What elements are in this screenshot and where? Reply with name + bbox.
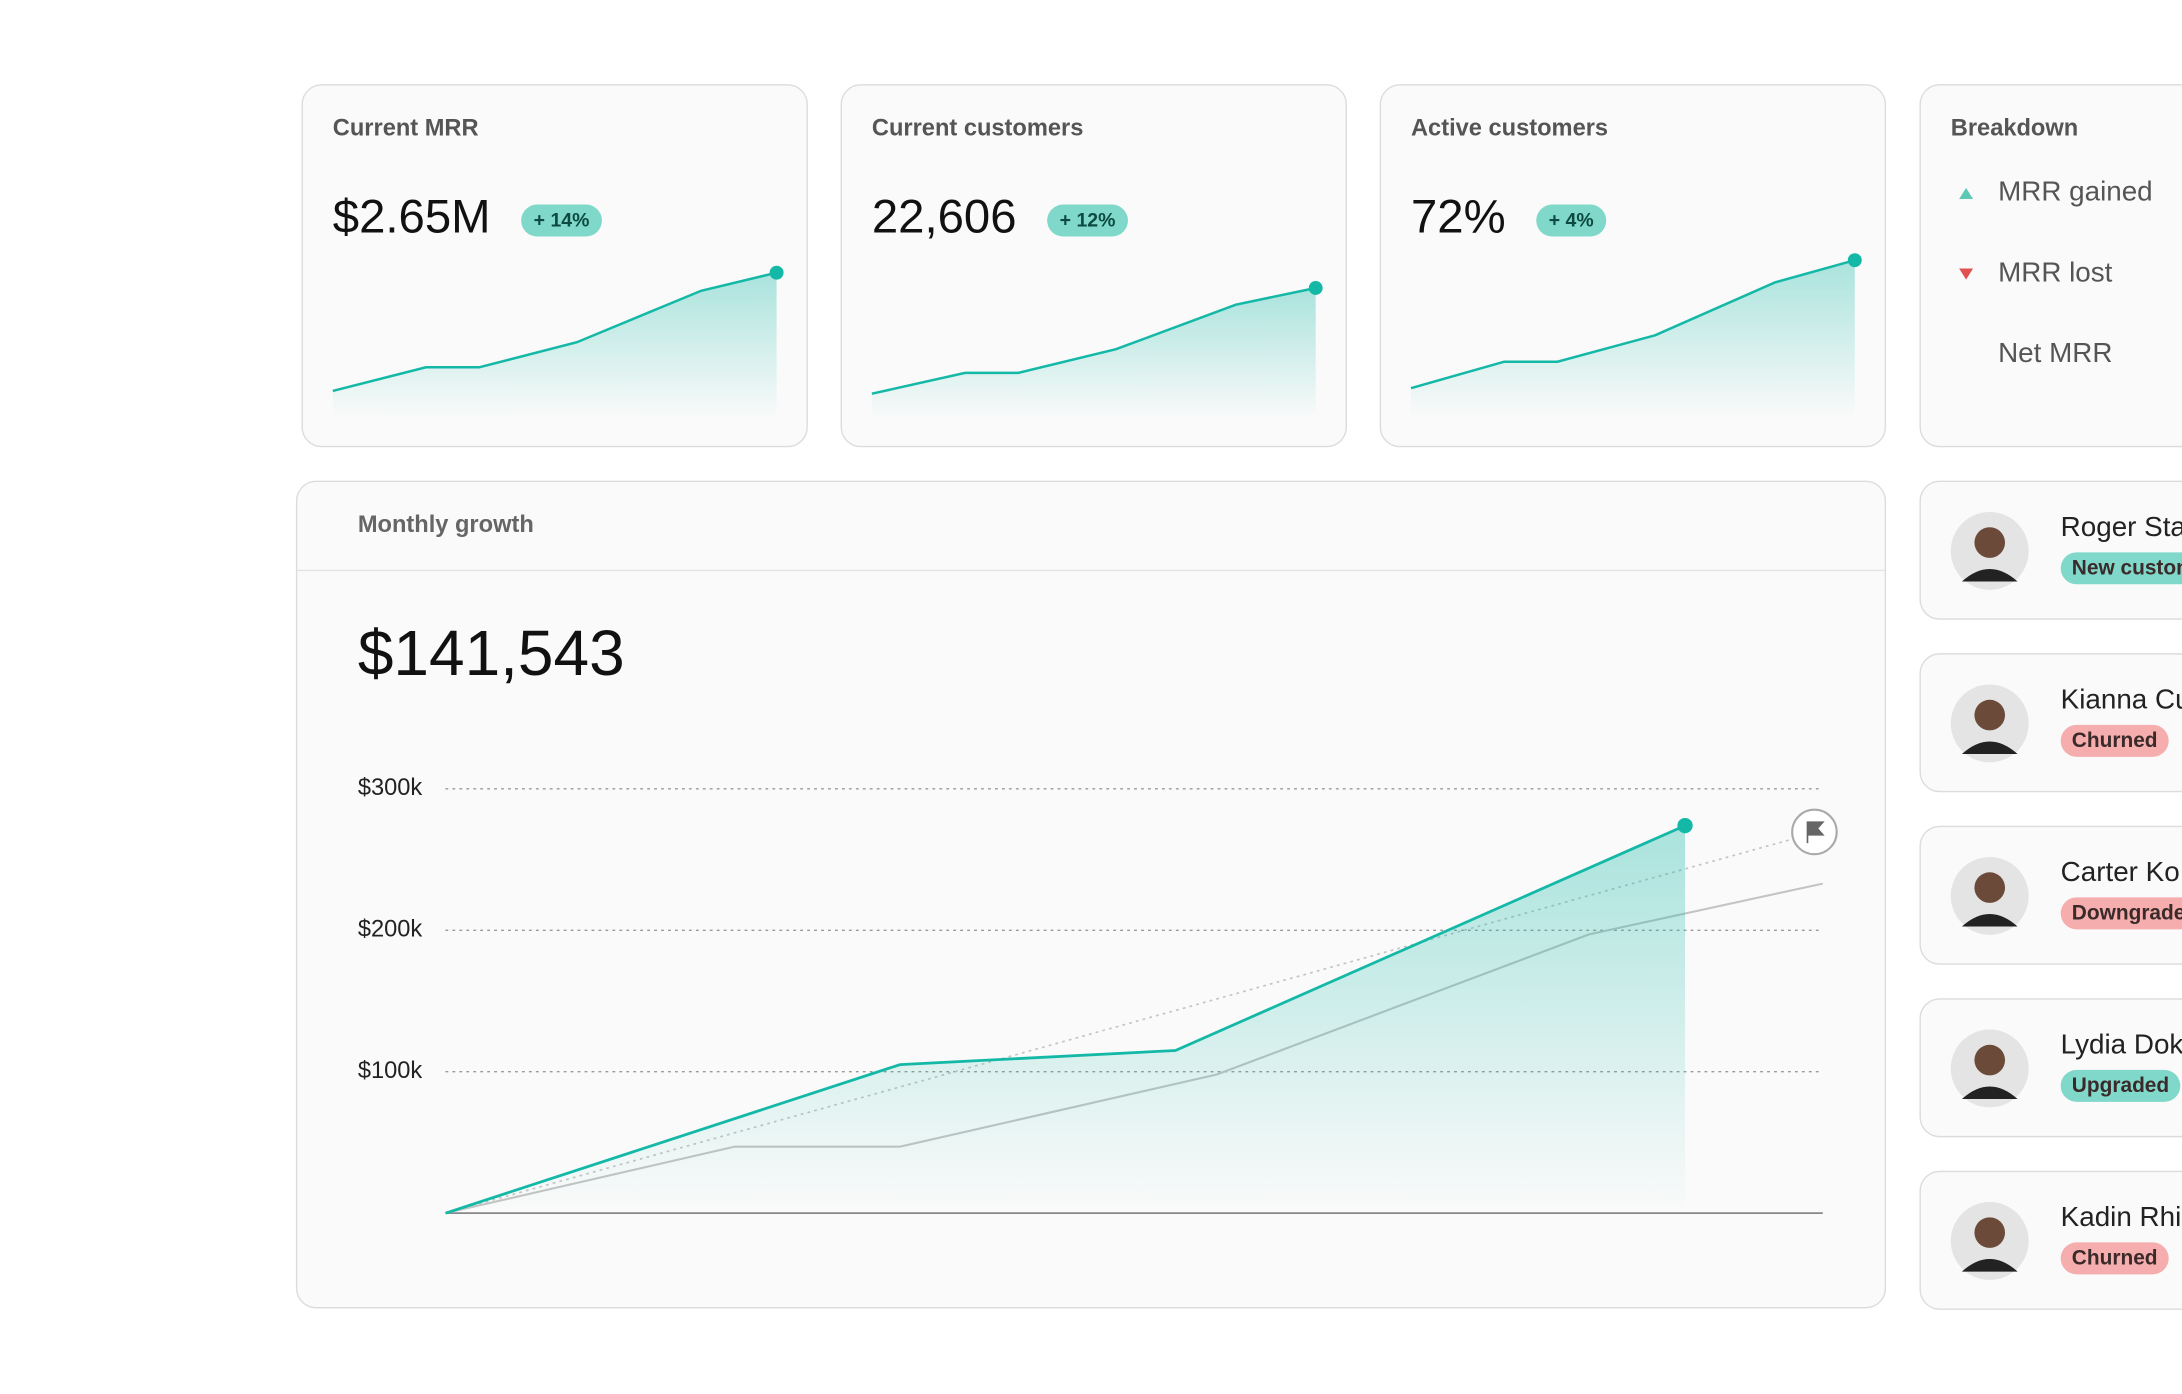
avatar-head xyxy=(1974,527,2006,558)
kpi-value: $2.65M xyxy=(333,190,491,243)
avatar-head xyxy=(1974,699,2006,731)
customer-name: Kianna Cu xyxy=(2061,684,2182,715)
kpi-title: Active customers xyxy=(1411,116,1608,142)
kpi-change: + 12% xyxy=(1060,209,1116,231)
avatar-body xyxy=(1961,1086,2018,1100)
breakdown-title: Breakdown xyxy=(1951,116,2078,142)
sparkline xyxy=(1410,258,1856,390)
breakdown-item[interactable]: MRR lost xyxy=(1998,256,2113,287)
avatar-body xyxy=(1961,1259,2018,1272)
kpi-change: + 14% xyxy=(534,209,590,231)
flag-icon xyxy=(1806,821,1825,844)
kpi-value: 72% xyxy=(1411,190,1506,243)
sparkline-area xyxy=(332,272,777,419)
change-pill xyxy=(1536,204,1607,237)
series-area xyxy=(445,825,1686,1214)
y-tick-label: $200k xyxy=(358,917,423,943)
status-pill xyxy=(2060,724,2169,757)
sparkline-area xyxy=(1410,260,1855,419)
status-pill xyxy=(2060,1069,2181,1102)
customer-name: Roger Sta xyxy=(2061,511,2182,542)
gain-icon xyxy=(1959,187,1974,199)
customer-status: New custom xyxy=(2072,557,2182,580)
avatar-body xyxy=(1961,569,2018,582)
sparkline xyxy=(332,271,777,393)
breakdown-card xyxy=(1919,84,2182,448)
y-tick-label: $300k xyxy=(358,775,423,801)
series-line xyxy=(445,824,1686,1215)
status-pill xyxy=(2060,552,2182,585)
sparkline xyxy=(871,286,1316,395)
panel-value: $141,543 xyxy=(358,617,625,689)
avatar-body xyxy=(1961,741,2018,755)
status-pill xyxy=(2060,1242,2169,1275)
avatar-body xyxy=(1961,914,2018,927)
customer-name: Carter Ko xyxy=(2061,856,2180,887)
customer-status: Churned xyxy=(2072,729,2158,752)
panel-title: Monthly growth xyxy=(358,512,534,538)
kpi-title: Current MRR xyxy=(333,116,479,142)
avatar-head xyxy=(1974,1217,2006,1248)
change-pill xyxy=(521,204,602,237)
breakdown-item[interactable]: Net MRR xyxy=(1998,337,2112,368)
sparkline-end xyxy=(769,265,784,280)
customer-name: Kadin Rhi xyxy=(2061,1201,2182,1232)
avatar-head xyxy=(1974,1044,2006,1076)
change-pill xyxy=(1047,204,1128,237)
series-end-dot xyxy=(1677,817,1693,834)
status-pill xyxy=(2060,897,2182,930)
customer-status: Upgraded xyxy=(2072,1074,2169,1097)
customer-name: Lydia Dok xyxy=(2061,1029,2182,1060)
y-tick-label: $100k xyxy=(358,1058,423,1084)
avatar-head xyxy=(1974,872,2006,903)
sparkline-end xyxy=(1847,253,1862,268)
sparkline-end xyxy=(1308,281,1323,295)
kpi-value: 22,606 xyxy=(872,190,1017,243)
customer-status: Downgrade xyxy=(2072,902,2182,925)
kpi-change: + 4% xyxy=(1549,209,1594,231)
sparkline-area xyxy=(871,287,1316,419)
kpi-title: Current customers xyxy=(872,116,1084,142)
loss-icon xyxy=(1959,268,1974,280)
breakdown-item[interactable]: MRR gained xyxy=(1998,176,2153,207)
customer-status: Churned xyxy=(2072,1247,2158,1270)
